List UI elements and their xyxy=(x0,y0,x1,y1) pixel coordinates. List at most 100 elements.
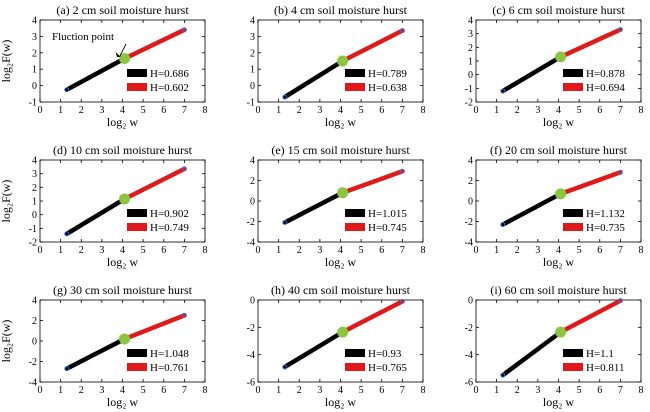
segment-2-line xyxy=(558,298,623,335)
legend-prefix: H= xyxy=(586,348,600,360)
x-tick-label: 3 xyxy=(99,105,104,116)
fluction-point-annotation: Fluction point xyxy=(52,31,114,43)
legend-prefix: H= xyxy=(368,362,382,374)
x-tick-label: 4 xyxy=(120,245,125,256)
x-tick-label: 3 xyxy=(99,385,104,396)
segment-1-line xyxy=(64,196,127,237)
legend-prefix: H= xyxy=(586,82,600,94)
segment-1-line xyxy=(282,190,345,225)
x-tick-label: 7 xyxy=(182,245,187,256)
x-tick-label: 2 xyxy=(515,245,520,256)
end-marker xyxy=(399,298,405,304)
segment-1-line xyxy=(282,58,345,100)
y-tick-label: 2 xyxy=(250,176,255,187)
start-marker xyxy=(64,87,70,93)
legend-prefix: H= xyxy=(586,68,600,80)
fluction-point-marker xyxy=(119,193,131,205)
x-tick-label: 1 xyxy=(58,105,63,116)
panel-title: (g) 30 cm soil moisture hurst xyxy=(53,283,193,297)
legend-label-segment-1: H=1.048 xyxy=(150,348,189,360)
x-tick-label: 0 xyxy=(38,385,43,396)
x-tick-label: 6 xyxy=(597,245,602,256)
x-tick-label: 2 xyxy=(79,385,84,396)
x-axis-label: log₂ w xyxy=(107,255,139,269)
legend-swatch-segment-1 xyxy=(345,209,365,217)
y-tick-label: 1 xyxy=(32,65,37,76)
segment-2-line xyxy=(122,27,187,61)
panel-f: (f) 20 cm soil moisture hurst 0 1 2 3 4 5 6 7 8 -4… xyxy=(465,143,644,269)
segment-2-line xyxy=(122,166,187,202)
legend-swatch-segment-1 xyxy=(563,69,583,77)
legend-swatch-segment-1 xyxy=(127,349,147,357)
legend-label-segment-2: H=0.735 xyxy=(586,222,625,234)
legend-prefix: H= xyxy=(150,82,164,94)
legend-h-value: 0.878 xyxy=(600,68,625,80)
panel-title: (d) 10 cm soil moisture hurst xyxy=(53,143,193,157)
legend-h-value: 0.735 xyxy=(600,222,625,234)
legend-prefix: H= xyxy=(150,222,164,234)
x-tick-label: 3 xyxy=(317,105,322,116)
x-tick-label: 3 xyxy=(317,385,322,396)
x-tick-label: 5 xyxy=(359,385,364,396)
end-marker xyxy=(617,298,623,304)
legend-label-segment-2: H=0.602 xyxy=(150,82,189,94)
legend-label-segment-2: H=0.765 xyxy=(368,362,407,374)
legend-h-value: 0.93 xyxy=(382,348,402,360)
y-tick-label: 2 xyxy=(468,176,473,187)
y-tick-label: -2 xyxy=(29,238,37,249)
x-tick-label: 4 xyxy=(556,385,561,396)
segment-1-line xyxy=(282,329,345,370)
x-tick-label: 2 xyxy=(79,105,84,116)
fluction-point-marker xyxy=(119,333,131,345)
y-tick-label: 4 xyxy=(468,156,473,167)
y-tick-label: 4 xyxy=(32,156,37,167)
segment-2-line xyxy=(122,313,187,342)
legend-swatch-segment-2 xyxy=(127,223,147,231)
x-tick-label: 5 xyxy=(141,385,146,396)
end-marker xyxy=(617,27,623,33)
legend-label-segment-2: H=0.761 xyxy=(150,362,189,374)
segment-1-line xyxy=(64,56,127,92)
legend-h-value: 0.811 xyxy=(600,362,624,374)
segment-2-line xyxy=(558,27,623,60)
legend-h-value: 0.765 xyxy=(382,362,407,374)
end-marker xyxy=(399,168,405,174)
y-tick-label: 1 xyxy=(32,197,37,208)
y-tick-label: 0 xyxy=(32,337,37,348)
x-tick-label: 2 xyxy=(79,245,84,256)
y-tick-label: 0 xyxy=(250,197,255,208)
y-tick-label: 4 xyxy=(250,156,255,167)
legend-swatch-segment-2 xyxy=(563,83,583,91)
legend-swatch-segment-2 xyxy=(345,223,365,231)
fluction-point-marker xyxy=(337,187,349,199)
x-tick-label: 7 xyxy=(182,105,187,116)
x-tick-label: 1 xyxy=(58,385,63,396)
x-tick-label: 8 xyxy=(421,105,426,116)
start-marker xyxy=(64,231,70,237)
y-tick-label: 0 xyxy=(468,296,473,307)
x-axis-label: log₂ w xyxy=(543,395,575,409)
x-tick-label: 8 xyxy=(421,385,426,396)
fluction-point-marker xyxy=(555,51,567,63)
legend-prefix: H= xyxy=(368,208,382,220)
y-tick-label: -6 xyxy=(247,378,255,389)
panel-title: (a) 2 cm soil moisture hurst xyxy=(56,3,189,17)
y-tick-label: 0 xyxy=(468,70,473,81)
y-axis-label: log₂F(w) xyxy=(0,180,13,223)
x-tick-label: 2 xyxy=(515,105,520,116)
legend-swatch-segment-1 xyxy=(127,69,147,77)
y-tick-label: -6 xyxy=(465,378,473,389)
end-marker xyxy=(617,169,623,175)
x-tick-label: 6 xyxy=(597,105,602,116)
panel-title: (i) 60 cm soil moisture hurst xyxy=(490,283,627,297)
fluction-point-marker xyxy=(119,53,131,65)
y-tick-label: 2 xyxy=(32,48,37,59)
x-tick-label: 0 xyxy=(474,385,479,396)
x-tick-label: 3 xyxy=(535,385,540,396)
segment-1-line xyxy=(500,191,563,227)
panel-title: (h) 40 cm soil moisture hurst xyxy=(271,283,411,297)
legend-swatch-segment-1 xyxy=(563,209,583,217)
y-tick-label: 0 xyxy=(32,210,37,221)
x-tick-label: 7 xyxy=(400,105,405,116)
